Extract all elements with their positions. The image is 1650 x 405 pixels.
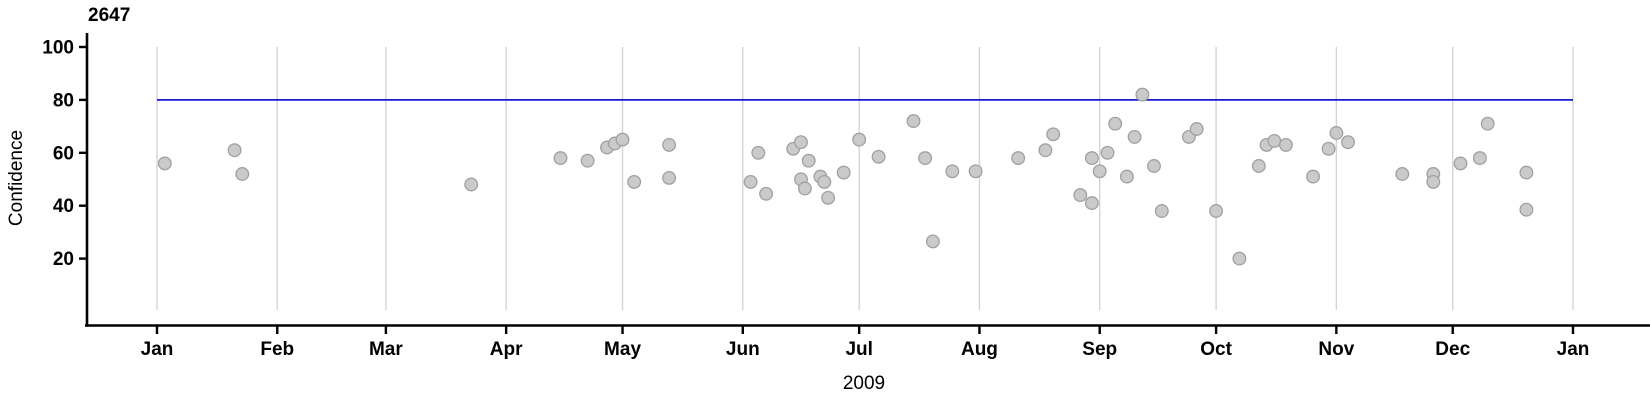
data-point [1251,159,1266,173]
x-axis-label: 2009 [843,373,885,394]
data-point [1232,251,1247,266]
data-point [235,167,250,181]
data-point [797,181,812,196]
data-point [1108,116,1123,131]
data-point [1135,87,1150,102]
data-point [751,145,766,160]
data-point [1519,165,1534,180]
x-tick-label: Apr [490,339,523,360]
y-tick-label: 80 [53,90,74,111]
data-point [1147,159,1161,173]
data-point [662,170,677,185]
data-point [1519,202,1534,217]
data-point [1100,145,1115,160]
x-tick-label: May [604,339,641,360]
data-point [1154,204,1169,218]
data-point [801,153,816,168]
y-tick-label: 60 [53,143,74,164]
data-point [1209,204,1224,218]
data-point [553,151,568,166]
data-point [1092,164,1107,179]
data-point [615,132,630,147]
y-tick-label: 100 [42,38,74,59]
data-point [794,135,808,150]
data-point [759,186,774,201]
x-tick-label: Aug [961,339,998,360]
axis-layer: 20 40 60 80 100 Jan Feb Mar Apr May Jun Jul Aug Sep Oc… [42,33,1650,360]
x-tick-label: Jan [1557,339,1590,360]
x-tick-label: Feb [260,339,294,360]
data-point [1119,169,1134,184]
data-point [1341,135,1355,150]
data-point [871,149,886,164]
data-point [1278,137,1293,152]
x-tick-label: Jan [141,339,174,360]
data-point [968,164,983,179]
data-point [1011,151,1026,166]
x-tick-label: Oct [1200,339,1232,360]
data-point [945,164,960,179]
data-point [852,132,867,147]
y-tick-label: 20 [53,249,74,270]
data-point [906,114,921,129]
y-axis-label: Confidence [6,130,27,226]
data-point [1472,151,1487,166]
data-point [1321,141,1336,156]
data-point [1306,169,1321,184]
data-point [836,165,851,180]
data-point [1127,129,1142,144]
data-point [1038,143,1053,158]
data-point [925,234,940,249]
data-point [817,174,832,189]
data-point-layer [157,87,1534,266]
data-point [1084,196,1099,211]
data-point [821,190,836,205]
data-point [1426,174,1441,189]
data-point [1267,133,1282,148]
x-tick-label: Nov [1318,339,1354,360]
data-point [1046,127,1061,142]
data-point [1073,188,1088,203]
chart-title: 2647 [88,5,130,26]
data-point [918,151,933,166]
data-point [157,156,172,171]
y-tick-label: 40 [53,196,74,217]
x-tick-label: Jun [726,339,760,360]
data-point [662,137,677,152]
x-tick-label: Mar [369,339,403,360]
data-point [464,177,479,192]
data-point [1480,116,1495,131]
x-tick-label: Sep [1082,339,1117,360]
data-point [1329,126,1344,140]
data-point [227,143,242,158]
x-tick-label: Jul [845,339,872,360]
data-point [580,153,595,168]
data-point [743,174,758,189]
data-point [1395,167,1410,181]
grid-layer [156,47,1574,310]
data-point [1453,156,1468,171]
data-point [1084,151,1099,166]
x-tick-label: Dec [1435,339,1470,360]
data-point [1189,122,1204,136]
data-point [627,174,642,189]
